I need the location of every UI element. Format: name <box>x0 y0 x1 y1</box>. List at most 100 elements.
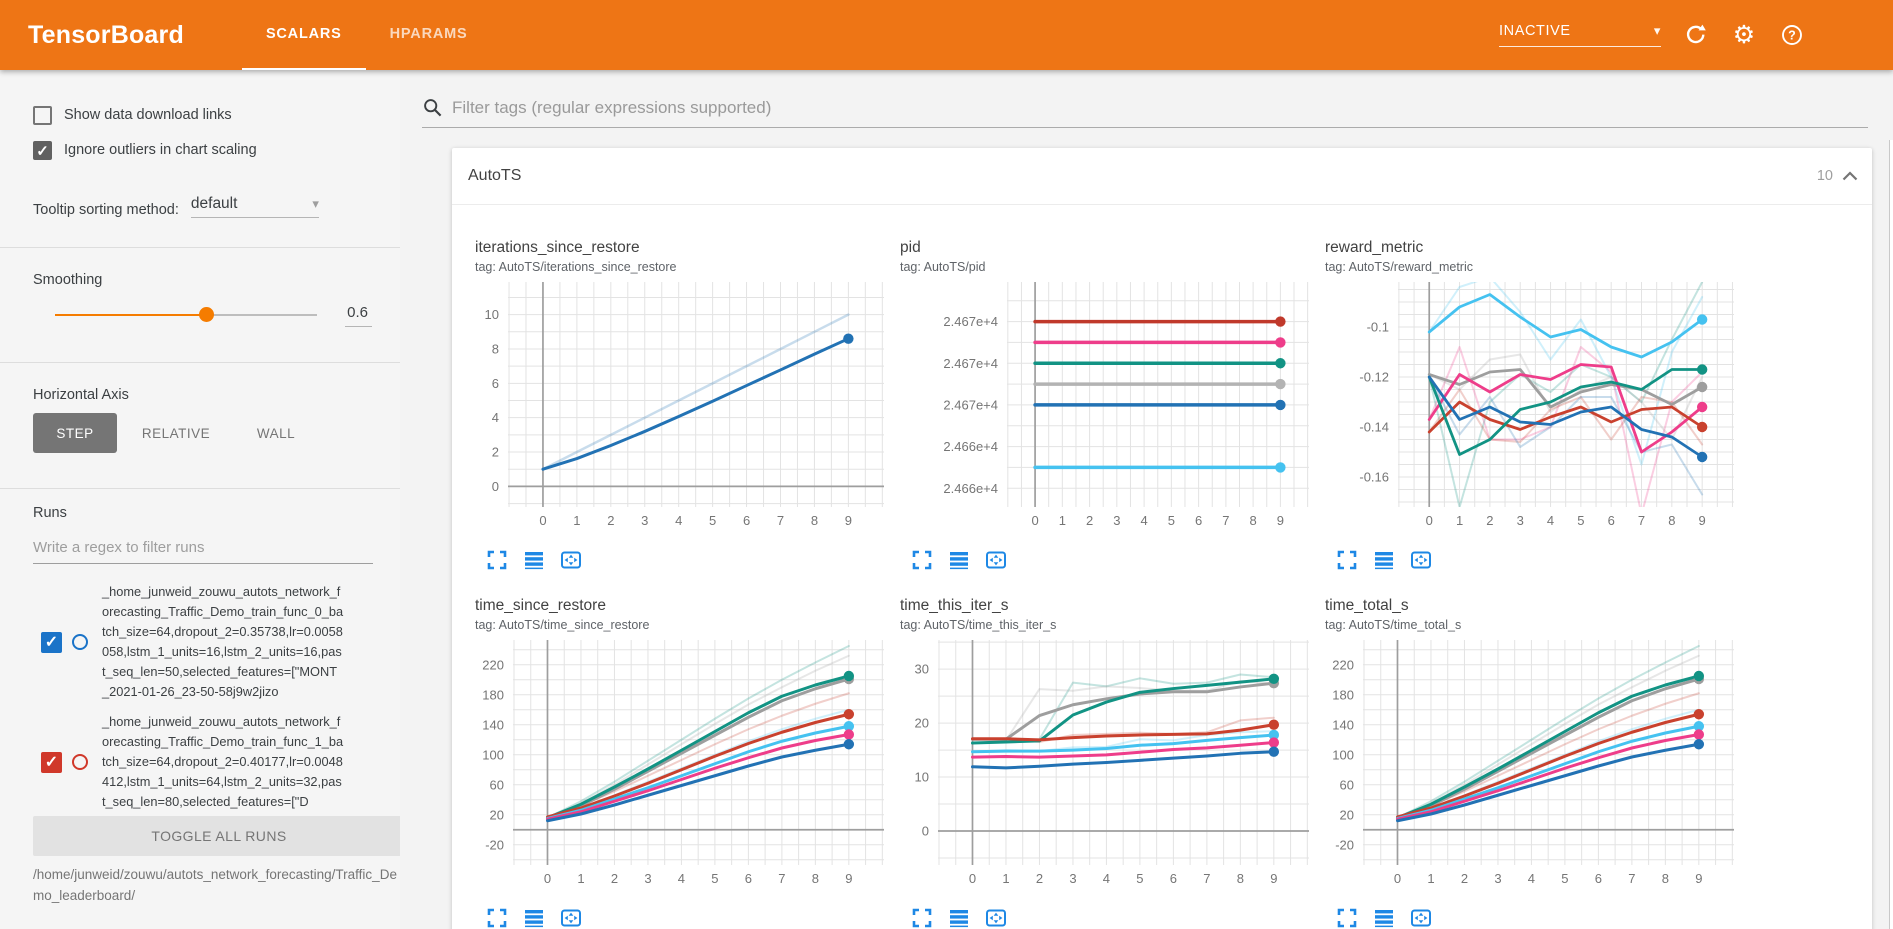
data-status-select[interactable]: INACTIVE ▾ <box>1499 23 1661 47</box>
svg-text:7: 7 <box>778 871 785 886</box>
checkbox-icon[interactable] <box>33 105 52 125</box>
svg-text:3: 3 <box>1517 513 1524 528</box>
slider-fill <box>55 313 207 317</box>
svg-text:140: 140 <box>482 717 504 732</box>
tab-hparams[interactable]: HPARAMS <box>389 26 468 42</box>
runs-list: ✓ _home_junweid_zouwu_autots_network_fore… <box>33 582 372 812</box>
smoothing-value[interactable]: 0.6 <box>345 304 372 327</box>
expand-chart-icon[interactable] <box>485 900 509 928</box>
svg-text:1: 1 <box>577 871 584 886</box>
fit-domain-icon[interactable] <box>1409 542 1433 569</box>
horizontal-axis-buttons: STEP RELATIVE WALL <box>33 413 372 453</box>
tab-scalars[interactable]: SCALARS <box>241 0 366 70</box>
run-item[interactable]: ✓ _home_junweid_zouwu_autots_network_fore… <box>33 582 372 702</box>
chart-plot[interactable]: -0.1 -0.12 -0.14 -0.16 0 1 2 3 4 5 6 7 8 9 <box>1310 282 1735 529</box>
divider <box>0 247 400 248</box>
svg-text:9: 9 <box>845 513 852 528</box>
run-item[interactable]: ✓ _home_junweid_zouwu_autots_network_fore… <box>33 712 372 812</box>
svg-text:2: 2 <box>611 871 618 886</box>
chart-plot[interactable]: 0 10 20 30 0 1 2 3 4 5 6 7 8 9 <box>885 640 1310 887</box>
svg-text:5: 5 <box>1577 513 1584 528</box>
expand-chart-icon[interactable] <box>1335 542 1359 570</box>
slider-thumb[interactable] <box>199 307 215 323</box>
run-solo-radio[interactable] <box>72 754 88 770</box>
axis-button-step[interactable]: STEP <box>33 413 117 453</box>
scalar-chart-card: reward_metric tag: AutoTS/reward_metric -0… <box>1310 230 1735 570</box>
run-selector-icon[interactable] <box>1372 542 1396 570</box>
svg-text:2: 2 <box>1036 871 1043 886</box>
chart-tag: tag: AutoTS/pid <box>900 260 986 274</box>
show-download-links-checkbox[interactable]: Show data download links <box>33 104 372 126</box>
chart-plot[interactable]: -20 20 60 100 140 180 220 0 1 2 3 4 5 6 7 8 9 <box>1310 640 1735 887</box>
svg-text:60: 60 <box>1340 777 1354 792</box>
chevron-up-icon[interactable] <box>1842 171 1858 181</box>
checkbox-icon[interactable]: ✓ <box>33 140 52 160</box>
expand-chart-icon[interactable] <box>910 542 934 570</box>
svg-text:20: 20 <box>1340 807 1354 822</box>
run-selector-icon[interactable] <box>522 900 546 928</box>
scalar-chart-card: time_total_s tag: AutoTS/time_total_s -20 2… <box>1310 588 1735 928</box>
help-icon[interactable]: ? <box>1779 22 1805 48</box>
svg-text:4: 4 <box>492 410 499 425</box>
svg-text:1: 1 <box>1427 871 1434 886</box>
run-selector-icon[interactable] <box>947 900 971 928</box>
fit-domain-icon[interactable] <box>559 542 583 569</box>
fit-domain-icon[interactable] <box>984 900 1008 927</box>
svg-text:-0.14: -0.14 <box>1359 420 1389 435</box>
run-name: _home_junweid_zouwu_autots_network_forec… <box>102 584 344 699</box>
run-selector-icon[interactable] <box>522 542 546 570</box>
svg-text:4: 4 <box>1140 513 1147 528</box>
expand-chart-icon[interactable] <box>485 542 509 570</box>
toggle-all-runs-button[interactable]: TOGGLE ALL RUNS <box>33 816 405 856</box>
runs-section: Runs ✓ _home_junweid_zouwu_autots_network… <box>0 489 405 906</box>
fit-domain-icon[interactable] <box>1409 900 1433 927</box>
svg-text:6: 6 <box>1170 871 1177 886</box>
svg-text:0: 0 <box>544 871 551 886</box>
checkbox-label: Ignore outliers in chart scaling <box>64 142 257 158</box>
horizontal-axis-section: Horizontal Axis STEP RELATIVE WALL <box>0 363 400 488</box>
runs-filter-input[interactable] <box>33 539 373 564</box>
tag-filter-input[interactable] <box>452 97 1868 118</box>
svg-text:2: 2 <box>492 445 499 460</box>
run-checkbox[interactable]: ✓ <box>41 631 62 653</box>
refresh-icon[interactable] <box>1683 22 1709 48</box>
svg-text:7: 7 <box>1222 513 1229 528</box>
tooltip-sorting-select[interactable]: default ▾ <box>190 195 319 218</box>
axis-button-relative[interactable]: RELATIVE <box>141 425 211 441</box>
run-selector-icon[interactable] <box>1372 900 1396 928</box>
svg-text:20: 20 <box>490 807 504 822</box>
section-header[interactable]: AutoTS 10 <box>452 148 1872 205</box>
scalar-chart-card: time_since_restore tag: AutoTS/time_since… <box>460 588 885 928</box>
chart-plot[interactable]: 2.467e+4 2.467e+4 2.467e+4 2.466e+4 2.466e+4… <box>885 282 1310 529</box>
svg-text:8: 8 <box>492 341 499 356</box>
svg-text:2.467e+4: 2.467e+4 <box>943 314 998 329</box>
svg-text:8: 8 <box>1668 513 1675 528</box>
chart-tag: tag: AutoTS/time_total_s <box>1325 618 1462 632</box>
fit-domain-icon[interactable] <box>984 542 1008 569</box>
smoothing-slider[interactable] <box>55 307 317 323</box>
svg-text:100: 100 <box>482 747 504 762</box>
svg-text:8: 8 <box>1250 513 1257 528</box>
smoothing-label: Smoothing <box>33 272 103 288</box>
app-header: TensorBoard SCALARS HPARAMS INACTIVE ▾ ⚙ … <box>0 0 1893 70</box>
run-selector-icon[interactable] <box>947 542 971 570</box>
svg-text:5: 5 <box>709 513 716 528</box>
axis-button-wall[interactable]: WALL <box>256 425 296 441</box>
smoothing-slider-row: 0.6 <box>33 304 372 327</box>
gear-icon[interactable]: ⚙ <box>1732 21 1756 49</box>
header-actions: INACTIVE ▾ ⚙ ? <box>1499 22 1805 48</box>
scrollbar[interactable] <box>1889 140 1890 929</box>
svg-text:1: 1 <box>1059 513 1066 528</box>
expand-chart-icon[interactable] <box>910 900 934 928</box>
expand-chart-icon[interactable] <box>1335 900 1359 928</box>
fit-domain-icon[interactable] <box>559 900 583 927</box>
run-solo-radio[interactable] <box>72 634 88 650</box>
tag-filter-bar <box>422 88 1868 128</box>
chart-plot[interactable]: 0 2 4 6 8 10 0 1 2 3 4 5 6 7 8 9 <box>460 282 885 529</box>
chart-plot[interactable]: -20 20 60 100 140 180 220 0 1 2 3 4 5 6 7 8 9 <box>460 640 885 887</box>
svg-text:-0.12: -0.12 <box>1359 370 1389 385</box>
svg-text:220: 220 <box>1332 657 1354 672</box>
ignore-outliers-checkbox[interactable]: ✓ Ignore outliers in chart scaling <box>33 139 372 161</box>
svg-text:0: 0 <box>539 513 546 528</box>
run-checkbox[interactable]: ✓ <box>41 751 62 773</box>
